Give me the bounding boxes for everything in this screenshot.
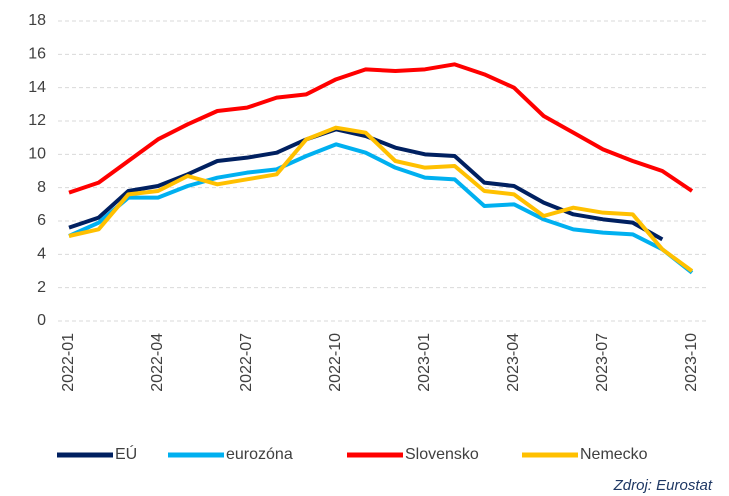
y-tick-label: 0 <box>37 312 46 329</box>
series-line <box>68 62 694 195</box>
y-tick-label: 2 <box>37 279 46 296</box>
series-line <box>68 142 694 275</box>
x-tick-label: 2023-10 <box>683 333 700 392</box>
legend-label: EÚ <box>115 444 137 463</box>
y-tick-label: 6 <box>37 212 46 229</box>
y-tick-label: 18 <box>28 12 46 29</box>
y-tick-label: 12 <box>28 112 46 129</box>
legend-label: Slovensko <box>405 446 479 463</box>
x-tick-label: 2023-07 <box>594 333 611 392</box>
x-tick-label: 2023-04 <box>505 333 522 392</box>
x-tick-label: 2022-01 <box>60 333 77 392</box>
y-tick-label: 14 <box>28 79 46 96</box>
series-line <box>68 127 664 242</box>
legend-label: Nemecko <box>580 446 648 463</box>
x-tick-label: 2022-07 <box>238 333 255 392</box>
series-line <box>68 125 694 273</box>
y-tick-label: 4 <box>37 246 46 263</box>
x-tick-label: 2023-01 <box>416 333 433 392</box>
legend-label: eurozóna <box>226 446 293 463</box>
x-tick-label: 2022-04 <box>149 333 166 392</box>
y-tick-label: 10 <box>28 146 46 163</box>
y-tick-label: 16 <box>28 46 46 63</box>
y-tick-label: 8 <box>37 179 46 196</box>
x-tick-label: 2022-10 <box>327 333 344 392</box>
source: Zdroj: Eurostat <box>613 477 713 494</box>
